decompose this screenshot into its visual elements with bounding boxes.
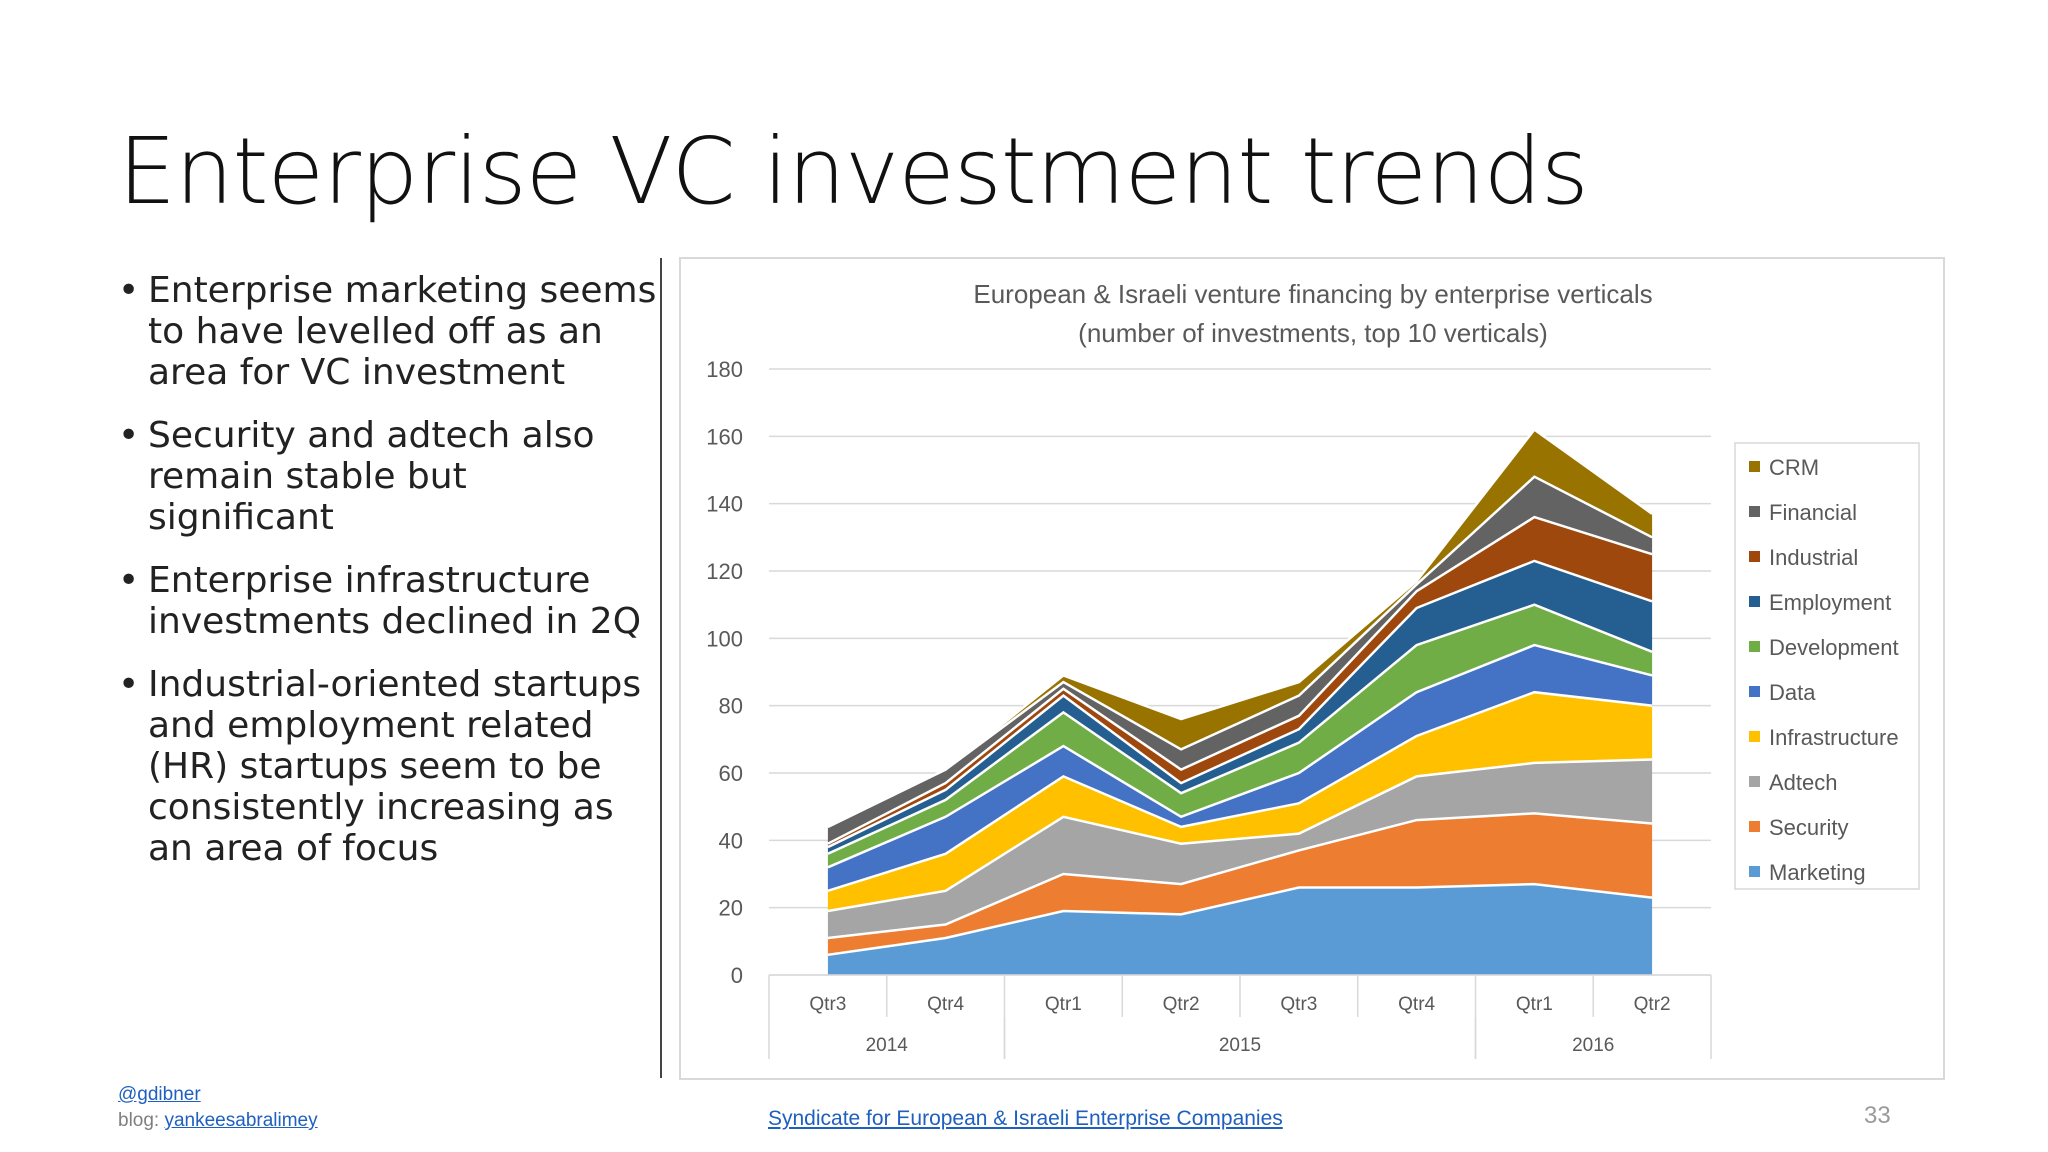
x-tick-label: Qtr3 [809, 994, 846, 1015]
bullet-item: Security and adtech also remain stable b… [118, 415, 658, 538]
y-tick-label: 80 [719, 694, 743, 719]
area-financial [827, 476, 1653, 844]
legend-label: Adtech [1769, 770, 1838, 795]
y-tick-label: 60 [719, 761, 743, 786]
y-tick-label: 100 [706, 626, 743, 651]
x-tick-label: Qtr4 [1398, 994, 1435, 1015]
y-tick-label: 140 [706, 492, 743, 517]
area-data [827, 645, 1653, 891]
legend-label: Marketing [1769, 860, 1866, 885]
legend-label: Financial [1769, 500, 1857, 525]
area-boundary-line [827, 559, 1653, 849]
y-tick-label: 120 [706, 559, 743, 584]
y-tick-label: 20 [719, 896, 743, 921]
bullet-item: Enterprise marketing seems to have level… [118, 270, 658, 393]
x-tick-label: Qtr1 [1045, 994, 1082, 1015]
legend-box [1734, 442, 1920, 890]
area-adtech [827, 759, 1653, 938]
source-link[interactable]: Syndicate for European & Israeli Enterpr… [768, 1107, 1283, 1130]
year-label: 2016 [1572, 1035, 1614, 1056]
x-tick-label: Qtr2 [1634, 994, 1671, 1015]
area-boundary-line [827, 758, 1653, 913]
chart-subtitle: (number of investments, top 10 verticals… [1078, 318, 1548, 348]
legend-swatch-development [1749, 641, 1760, 652]
x-tick-label: Qtr4 [927, 994, 964, 1015]
bullet-item: Industrial-oriented startups and employm… [118, 664, 658, 869]
area-crm [827, 429, 1653, 827]
chart-title: European & Israeli venture financing by … [973, 279, 1652, 309]
area-development [827, 604, 1653, 868]
year-label: 2015 [1219, 1035, 1261, 1056]
year-label: 2014 [866, 1035, 909, 1056]
area-security [827, 813, 1653, 955]
area-industrial [827, 517, 1653, 848]
x-tick-label: Qtr2 [1163, 994, 1200, 1015]
area-boundary-line [827, 882, 1653, 957]
vertical-divider [660, 258, 662, 1078]
legend-swatch-employment [1749, 596, 1760, 607]
blog-link[interactable]: yankeesabralimey [164, 1110, 318, 1131]
x-tick-label: Qtr1 [1516, 994, 1553, 1015]
blog-label: blog: [118, 1110, 160, 1131]
legend-label: Employment [1769, 590, 1891, 615]
legend-swatch-data [1749, 686, 1760, 697]
y-tick-label: 40 [719, 828, 743, 853]
twitter-handle-link[interactable]: @gdibner [118, 1084, 201, 1105]
chart-container: European & Israeli venture financing by … [679, 257, 1945, 1080]
area-boundary-line [827, 690, 1653, 892]
legend-label: Data [1769, 680, 1816, 705]
legend-label: Security [1769, 815, 1848, 840]
bullet-list: Enterprise marketing seems to have level… [118, 270, 658, 891]
legend-swatch-crm [1749, 461, 1760, 472]
legend-label: Industrial [1769, 545, 1858, 570]
x-tick-label: Qtr3 [1280, 994, 1317, 1015]
y-tick-label: 180 [706, 357, 743, 382]
legend-swatch-financial [1749, 506, 1760, 517]
legend-swatch-security [1749, 821, 1760, 832]
page-number: 33 [1864, 1102, 1891, 1129]
y-tick-label: 0 [731, 963, 743, 988]
legend-swatch-adtech [1749, 776, 1760, 787]
blog-line: blog: yankeesabralimey [118, 1110, 318, 1132]
legend-label: Infrastructure [1769, 725, 1899, 750]
area-boundary-line [827, 643, 1653, 869]
area-boundary-line [827, 603, 1653, 855]
slide-title: Enterprise VC investment trends [118, 118, 1589, 225]
legend-swatch-industrial [1749, 551, 1760, 562]
area-boundary-line [827, 812, 1653, 940]
bullet-item: Enterprise infrastructure investments de… [118, 560, 658, 642]
area-boundary-line [827, 427, 1653, 829]
legend-swatch-infrastructure [1749, 731, 1760, 742]
area-marketing [827, 884, 1653, 975]
y-tick-label: 160 [706, 424, 743, 449]
legend-label: CRM [1769, 455, 1819, 480]
stacked-area-chart: European & Israeli venture financing by … [706, 279, 1920, 1059]
area-boundary-line [827, 515, 1653, 845]
legend-label: Development [1769, 635, 1899, 660]
area-infrastructure [827, 692, 1653, 911]
legend-swatch-marketing [1749, 866, 1760, 877]
